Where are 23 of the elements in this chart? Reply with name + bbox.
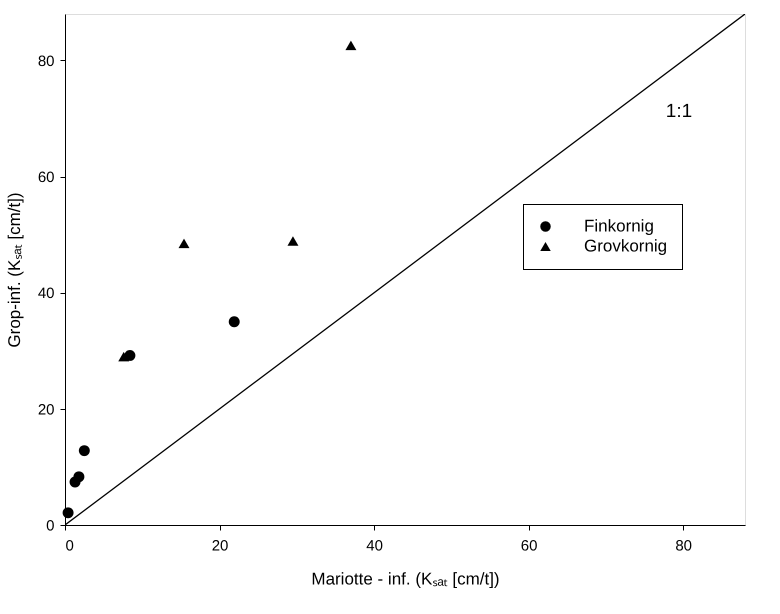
y-tick-label: 20 bbox=[38, 401, 54, 418]
y-tick-label: 80 bbox=[38, 52, 54, 70]
y-tick-label: 40 bbox=[38, 285, 54, 302]
point bbox=[118, 352, 130, 362]
point bbox=[73, 471, 84, 482]
point bbox=[228, 316, 240, 328]
x-tick-label: 40 bbox=[366, 538, 383, 554]
legend-label: Finkornig bbox=[584, 216, 654, 236]
point bbox=[78, 445, 90, 456]
point bbox=[287, 236, 298, 246]
point bbox=[178, 238, 190, 248]
point bbox=[345, 40, 356, 50]
x-tick-label: 20 bbox=[212, 538, 228, 554]
x-tick-label: 60 bbox=[520, 538, 538, 554]
annotation: 1:1 bbox=[666, 101, 692, 122]
x-tick-label: 80 bbox=[675, 538, 692, 554]
point bbox=[62, 507, 74, 518]
y-axis-title: Grop-inf. (Kₛₐₜ [cm/t]) bbox=[4, 192, 24, 348]
y-tick-label: 60 bbox=[38, 169, 54, 186]
x-axis-title: Mariotte - inf. (Kₛₐₜ [cm/t]) bbox=[311, 570, 500, 588]
legend-label: Grovkornig bbox=[584, 236, 668, 256]
y-tick-label: 0 bbox=[46, 518, 54, 534]
x-tick-label: 0 bbox=[66, 538, 74, 554]
